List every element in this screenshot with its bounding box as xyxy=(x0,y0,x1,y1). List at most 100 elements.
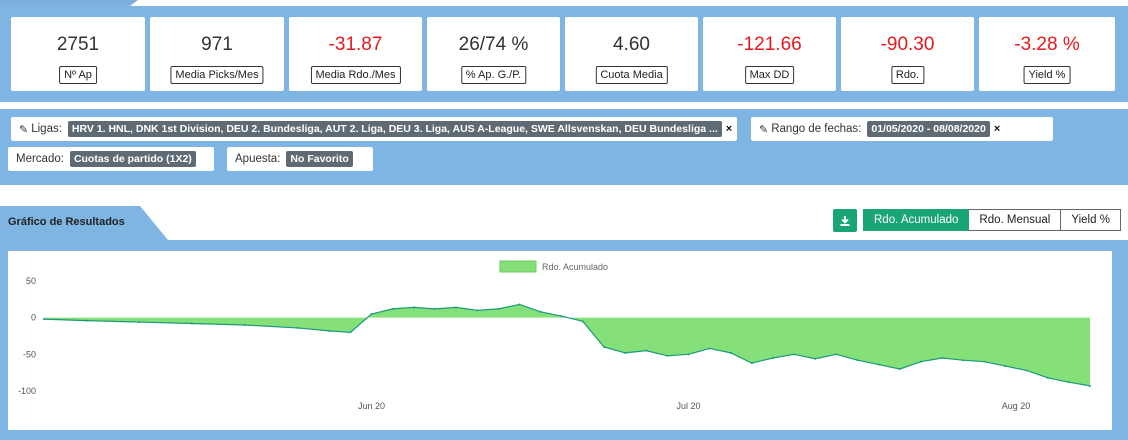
filter-value-tag: 01/05/2020 - 08/08/2020 xyxy=(867,121,990,137)
data-point xyxy=(1089,384,1091,387)
data-point xyxy=(1025,369,1028,372)
chart-band: Rdo. Acumulado 50 0 -50 -100 Jun 20 Jul 20 Aug … xyxy=(0,240,1128,440)
data-point xyxy=(560,315,563,318)
filter-chip-date-range[interactable]: ✎ Rango de fechas: 01/05/2020 - 08/08/20… xyxy=(751,117,1053,141)
pencil-icon: ✎ xyxy=(759,123,769,136)
data-point xyxy=(666,354,669,357)
filter-label: Rango de fechas: xyxy=(771,123,862,135)
stat-card-picks-per-month: 971 Media Picks/Mes xyxy=(150,17,284,91)
stat-card-max-drawdown: -121.66 Max DD xyxy=(703,17,836,91)
chart-panel: Rdo. Acumulado 50 0 -50 -100 Jun 20 Jul 20 Aug … xyxy=(8,251,1112,430)
filter-label: Mercado: xyxy=(16,153,64,165)
tab-yield[interactable]: Yield % xyxy=(1061,209,1121,231)
stat-card-result: -90.30 Rdo. xyxy=(841,17,974,91)
stat-value: -3.28 % xyxy=(1014,34,1080,55)
x-tick-label: Jun 20 xyxy=(358,401,385,411)
stat-label: Rdo. xyxy=(890,66,925,84)
stat-value: -90.30 xyxy=(880,34,935,55)
results-chart: Rdo. Acumulado 50 0 -50 -100 Jun 20 Jul 20 Aug … xyxy=(18,260,1091,411)
data-point xyxy=(433,307,436,310)
y-tick-label: -100 xyxy=(18,386,36,396)
stat-card-num-bets: 2751 Nº Ap xyxy=(11,17,145,91)
section-tab xyxy=(0,206,168,240)
remove-filter-icon[interactable]: × xyxy=(993,123,1001,135)
tab-monthly-result[interactable]: Rdo. Mensual xyxy=(969,209,1062,231)
data-point xyxy=(581,320,584,323)
data-point xyxy=(729,351,732,354)
legend-label: Rdo. Acumulado xyxy=(542,262,608,272)
data-point xyxy=(750,362,753,365)
stat-label: Media Picks/Mes xyxy=(170,66,264,84)
filter-chip-market[interactable]: Mercado: Cuotas de partido (1X2) xyxy=(8,147,214,171)
data-point xyxy=(772,357,775,359)
tab-cumulative-result[interactable]: Rdo. Acumulado xyxy=(863,209,970,231)
legend-swatch xyxy=(499,260,537,273)
data-point xyxy=(539,310,542,313)
filter-chip-leagues[interactable]: ✎ Ligas: HRV 1. HNL, DNK 1st Division, D… xyxy=(11,117,737,141)
pencil-icon: ✎ xyxy=(19,123,29,136)
data-point xyxy=(370,313,373,315)
filter-label: Ligas: xyxy=(31,123,62,135)
data-point xyxy=(518,303,521,306)
y-tick-label: 50 xyxy=(26,276,36,286)
data-point xyxy=(391,307,394,310)
stat-value: -31.87 xyxy=(328,34,383,55)
stat-label: Max DD xyxy=(744,66,795,84)
data-point xyxy=(138,321,141,324)
download-button[interactable] xyxy=(833,209,857,232)
x-tick-label: Aug 20 xyxy=(1002,401,1031,411)
stat-card-win-loss-ratio: 26/74 % % Ap. G./P. xyxy=(427,17,560,91)
download-icon xyxy=(840,215,850,226)
data-point xyxy=(1004,365,1007,368)
data-point xyxy=(1046,376,1049,379)
data-point xyxy=(645,349,648,352)
data-point xyxy=(412,306,415,309)
x-tick-label: Jul 20 xyxy=(676,401,700,411)
data-point xyxy=(877,363,880,366)
data-point xyxy=(941,357,944,359)
data-point xyxy=(814,357,817,360)
stat-label: % Ap. G./P. xyxy=(460,66,527,84)
data-point xyxy=(898,368,901,370)
stat-label: Media Rdo./Mes xyxy=(310,66,401,84)
filter-value-tag: HRV 1. HNL, DNK 1st Division, DEU 2. Bun… xyxy=(67,121,722,137)
data-point xyxy=(476,309,479,312)
data-point xyxy=(455,306,458,309)
filter-value-tag: No Favorito xyxy=(286,151,353,167)
data-point xyxy=(296,326,299,329)
stat-value: 971 xyxy=(201,34,233,55)
y-tick-label: -50 xyxy=(23,349,36,359)
data-point xyxy=(708,347,711,350)
data-point xyxy=(793,353,796,356)
stat-card-yield: -3.28 % Yield % xyxy=(979,17,1115,91)
data-point xyxy=(497,307,500,310)
stat-value: 2751 xyxy=(56,34,100,55)
data-point xyxy=(962,359,965,362)
chart-legend: Rdo. Acumulado xyxy=(499,260,608,273)
data-point xyxy=(835,353,838,356)
section-title: Gráfico de Resultados xyxy=(8,216,125,228)
data-point xyxy=(85,319,88,322)
data-point xyxy=(602,346,605,348)
data-point xyxy=(243,324,246,326)
stat-card-avg-odds: 4.60 Cuota Media xyxy=(565,17,698,91)
stat-label: Cuota Media xyxy=(595,66,668,84)
stat-card-result-per-month: -31.87 Media Rdo./Mes xyxy=(289,17,422,91)
data-point xyxy=(349,331,352,334)
data-point xyxy=(190,322,193,325)
stat-value: -121.66 xyxy=(737,34,802,55)
data-point xyxy=(43,318,45,321)
stats-panel: 2751 Nº Ap 971 Media Picks/Mes -31.87 Me… xyxy=(0,6,1128,102)
data-point xyxy=(856,359,859,362)
data-point xyxy=(624,351,627,354)
filter-value-tag: Cuotas de partido (1X2) xyxy=(69,151,196,167)
filter-chip-bet-type[interactable]: Apuesta: No Favorito xyxy=(227,147,373,171)
filter-label: Apuesta: xyxy=(235,153,281,165)
filters-panel: ✎ Ligas: HRV 1. HNL, DNK 1st Division, D… xyxy=(0,109,1128,185)
data-point xyxy=(983,360,986,363)
remove-filter-icon[interactable]: × xyxy=(725,123,733,135)
stat-value: 4.60 xyxy=(613,34,650,55)
stat-value: 26/74 % xyxy=(458,34,529,55)
data-point xyxy=(687,353,690,356)
top-tab-decoration xyxy=(0,0,138,6)
